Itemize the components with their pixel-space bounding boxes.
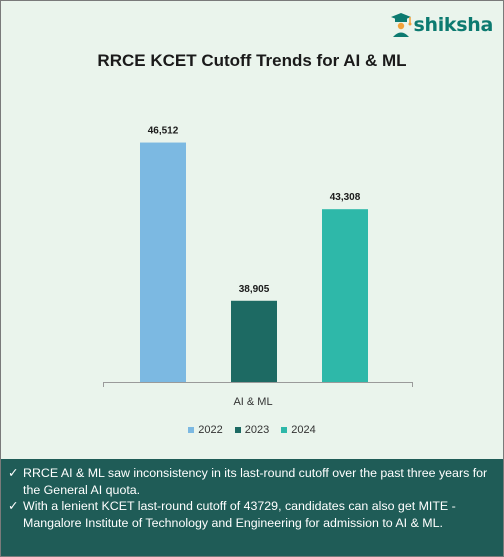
legend-label: 2024 (291, 424, 316, 436)
legend-label: 2023 (244, 424, 270, 436)
brand-name: shiksha (413, 14, 493, 36)
note-text: With a lenient KCET last-round cutoff of… (23, 499, 456, 530)
shiksha-logo-icon (391, 13, 412, 37)
bar-2023 (231, 300, 277, 382)
legend-item-2024: 2024 (281, 424, 316, 436)
chart-title: RRCE KCET Cutoff Trends for AI & ML (97, 51, 407, 70)
data-label-2022: 46,512 (148, 126, 179, 137)
legend-label: 2022 (198, 424, 223, 436)
note-item: ✓ RRCE AI & ML saw inconsistency in its l… (8, 465, 493, 498)
shiksha-logo: shiksha (390, 11, 493, 39)
legend-swatch (281, 427, 288, 433)
bar-2022 (140, 142, 186, 382)
legend-swatch (234, 427, 241, 433)
legend-item-2022: 2022 (188, 424, 223, 436)
legend-swatch (188, 427, 195, 433)
checkmark-icon: ✓ (8, 466, 19, 480)
checkmark-icon: ✓ (8, 499, 19, 513)
legend-item-2023: 2023 (234, 424, 270, 436)
chart-legend: 2022 2023 2024 (1, 424, 503, 436)
data-label-2024: 43,308 (330, 192, 361, 203)
note-text: RRCE AI & ML saw inconsistency in its la… (23, 466, 488, 497)
notes-panel: ✓ RRCE AI & ML saw inconsistency in its l… (1, 459, 503, 556)
bar-2024 (322, 209, 368, 382)
note-item: ✓ With a lenient KCET last-round cutoff o… (8, 498, 493, 531)
x-category-label: AI & ML (233, 396, 272, 408)
data-label-2023: 38,905 (239, 284, 270, 295)
bar-chart: 46,512 38,905 43,308 AI & ML (103, 126, 413, 408)
